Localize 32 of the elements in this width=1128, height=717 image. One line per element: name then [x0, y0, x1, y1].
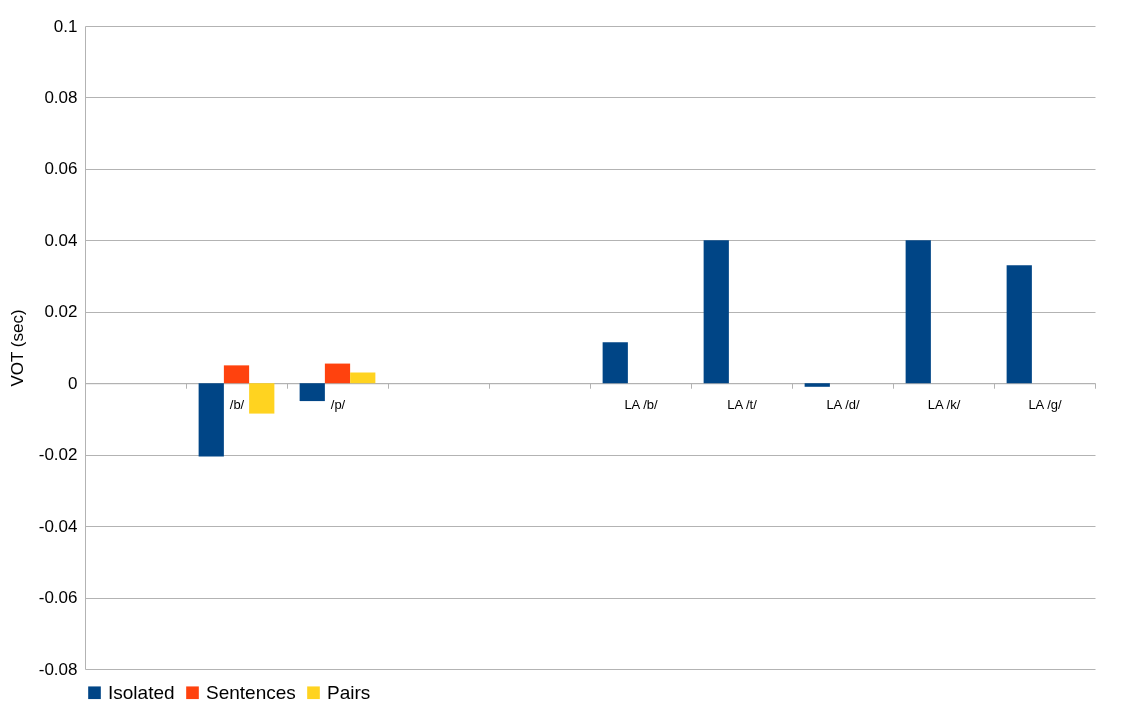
- legend-label: Sentences: [206, 681, 296, 703]
- bar: [703, 240, 729, 384]
- bar: [249, 383, 275, 414]
- y-tick-label: 0.04: [44, 230, 78, 250]
- bar: [1006, 265, 1032, 384]
- x-tick-label: /p/: [330, 396, 346, 412]
- bar: [223, 365, 250, 384]
- y-tick-label: -0.02: [38, 445, 78, 465]
- x-tick-label: LA /d/: [826, 396, 861, 412]
- legend-label: Pairs: [327, 681, 371, 703]
- x-tick-label: /b/: [229, 396, 245, 412]
- bar: [804, 383, 830, 387]
- y-axis-title: VOT (sec): [7, 309, 27, 387]
- bar: [324, 363, 351, 384]
- y-tick-label: 0.08: [44, 87, 78, 107]
- y-tick-label: 0.02: [44, 302, 78, 322]
- y-tick-label: -0.08: [38, 659, 78, 679]
- bar: [350, 372, 376, 384]
- y-tick-label: -0.04: [38, 516, 78, 536]
- bar: [602, 342, 628, 384]
- x-tick-label: LA /g/: [1028, 396, 1063, 412]
- x-tick-label: LA /k/: [927, 396, 961, 412]
- y-tick-label: 0.06: [44, 159, 78, 179]
- y-tick-label: 0: [68, 373, 78, 393]
- bar: [198, 383, 224, 457]
- bar: [299, 383, 325, 402]
- y-tick-label: 0.1: [53, 16, 78, 36]
- bar: [905, 240, 931, 384]
- legend-label: Isolated: [108, 681, 175, 703]
- x-tick-label: LA /b/: [624, 396, 659, 412]
- y-tick-label: -0.06: [38, 588, 78, 608]
- x-tick-label: LA /t/: [727, 396, 758, 412]
